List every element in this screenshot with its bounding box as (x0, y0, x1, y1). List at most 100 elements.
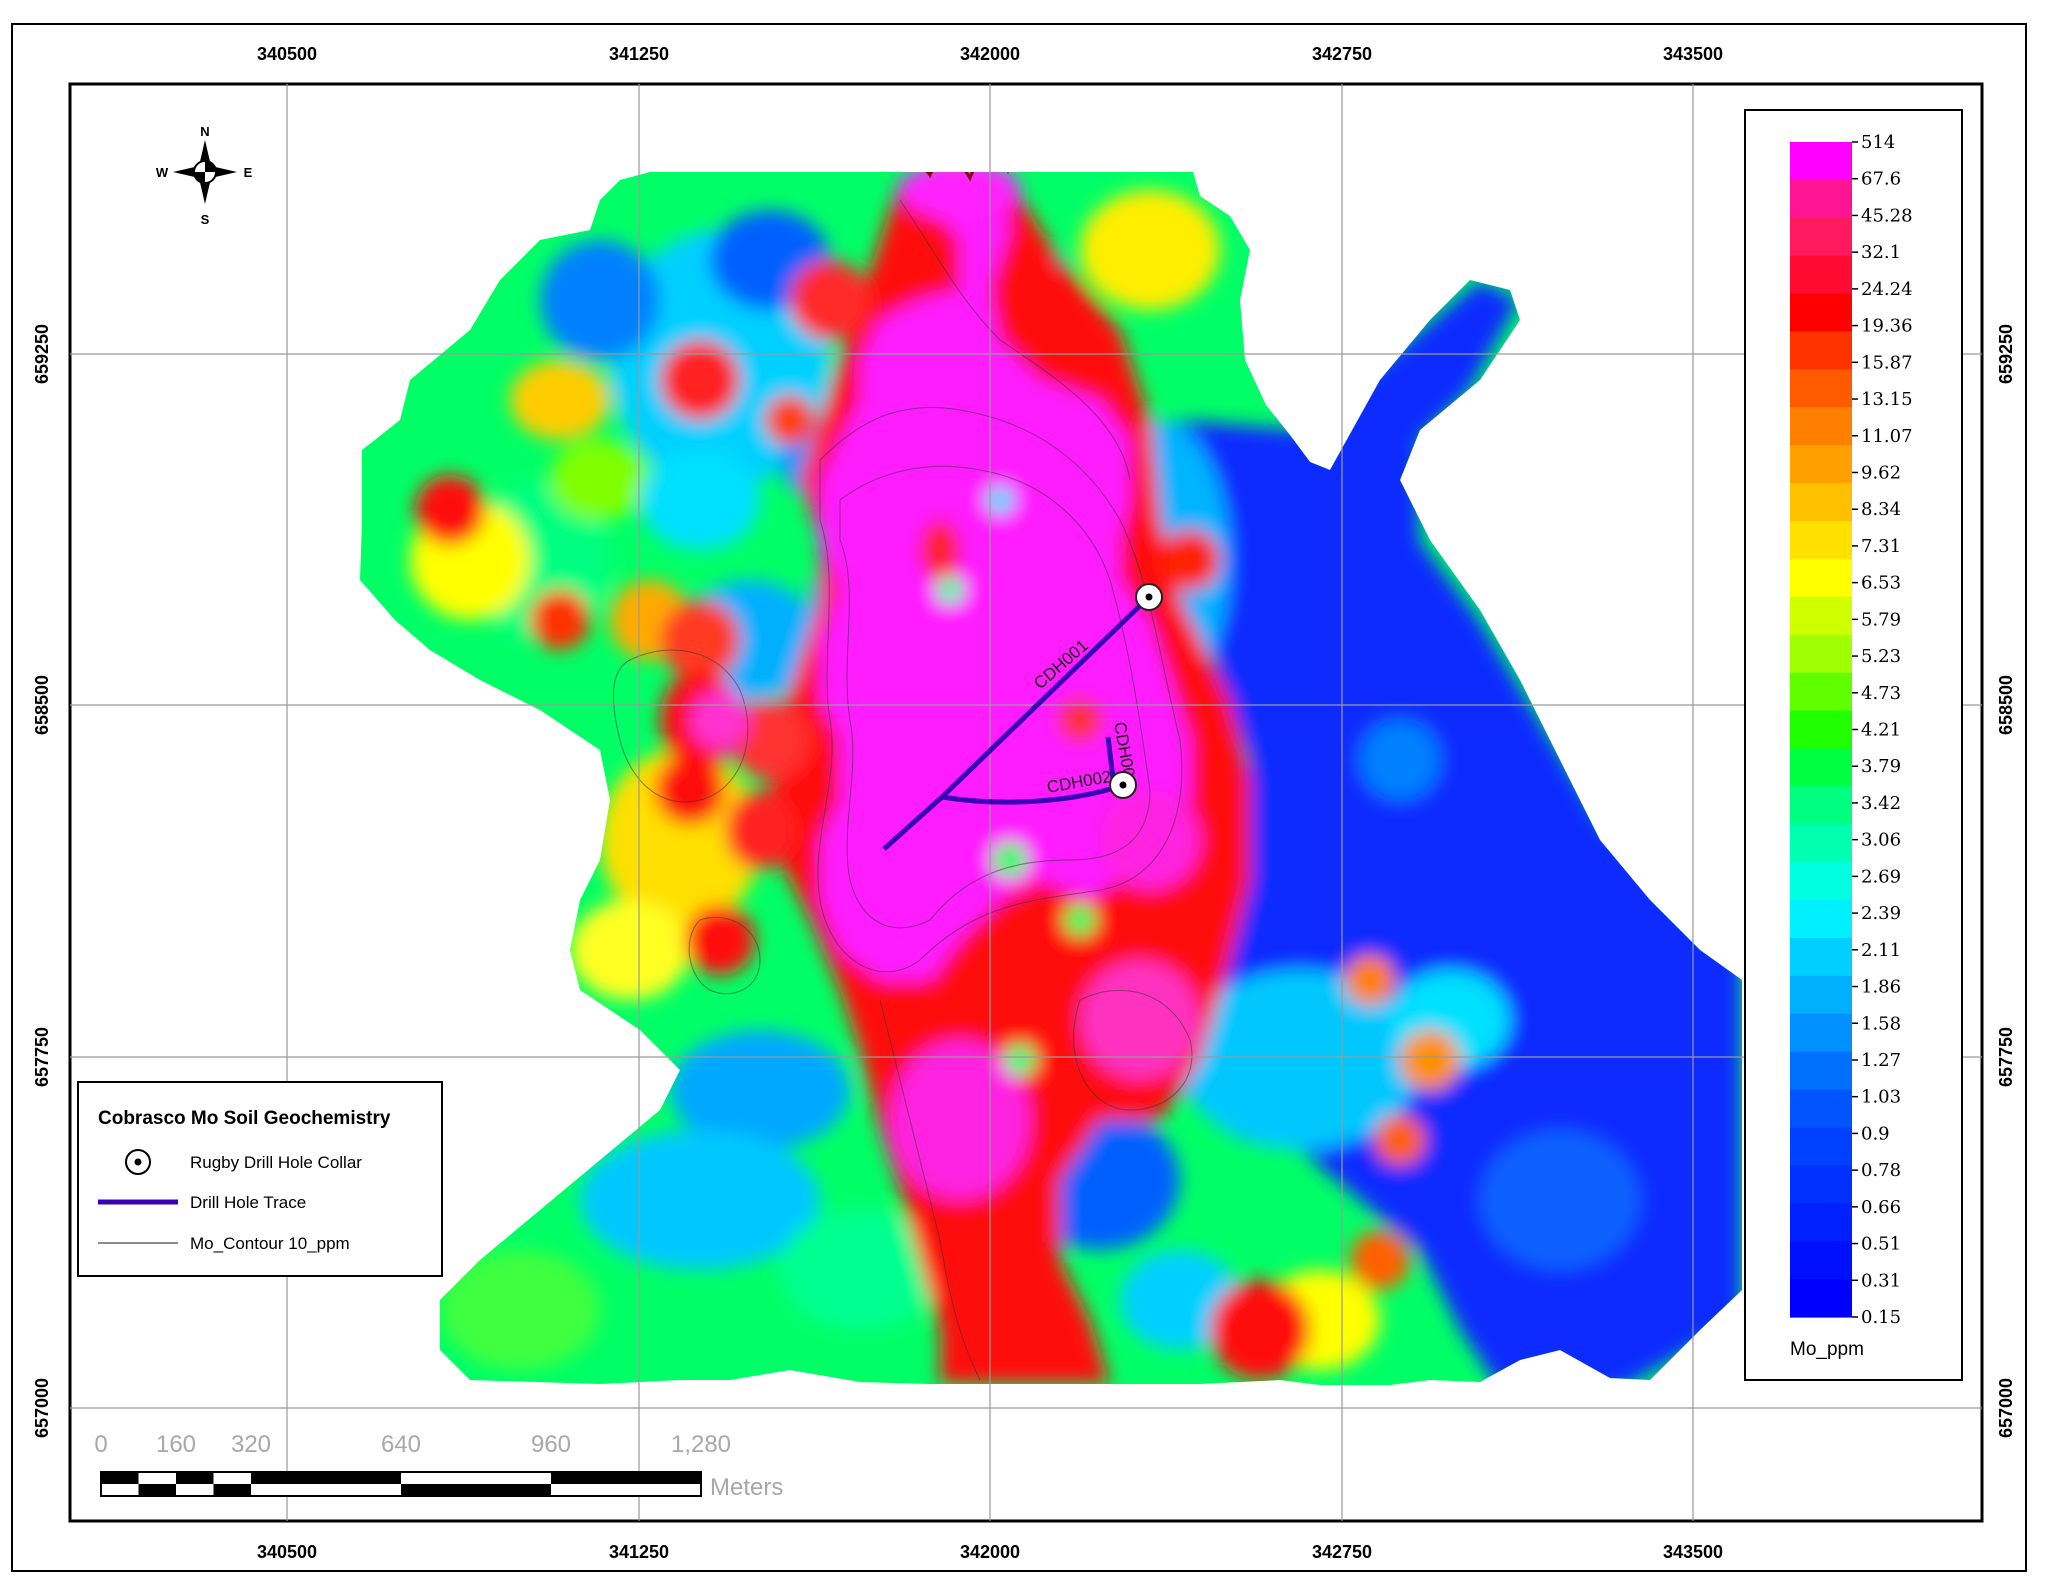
south-label: S (201, 212, 210, 227)
colorbar-tick-label: 3.06 (1861, 830, 1901, 851)
colorbar-swatch (1790, 937, 1852, 977)
colorbar-tick-label: 0.78 (1861, 1160, 1901, 1181)
colorbar-swatch (1790, 672, 1852, 712)
north-arrow-icon: N S E W (156, 124, 253, 227)
colorbar-swatch (1790, 1013, 1852, 1053)
colorbar-swatch (1790, 369, 1852, 408)
northing-label-left: 657750 (32, 1027, 52, 1087)
colorbar-swatch (1790, 862, 1852, 901)
colorbar-swatches (1790, 142, 1852, 1318)
scale-label: 0 (94, 1431, 107, 1458)
legend-item-trace: Drill Hole Trace (190, 1193, 306, 1212)
easting-label-bottom: 340500 (257, 1542, 317, 1562)
colorbar-swatch (1790, 217, 1852, 257)
colorbar-tick-label: 514 (1861, 132, 1895, 153)
colorbar-swatch (1790, 900, 1852, 939)
colorbar-tick-label: 4.21 (1861, 720, 1901, 741)
easting-label-bottom: 343500 (1663, 1542, 1723, 1562)
scale-label: 1,280 (671, 1431, 731, 1458)
colorbar-tick-label: 3.79 (1861, 756, 1901, 777)
colorbar-swatch (1790, 634, 1852, 674)
northing-label-right: 657750 (1996, 1027, 2016, 1087)
colorbar-swatch (1790, 786, 1852, 825)
drill-trace-cdh002 (941, 782, 1124, 805)
colorbar-swatch (1790, 975, 1852, 1015)
colorbar-swatch (1790, 1279, 1852, 1318)
drill-hole-collar (1135, 583, 1163, 611)
colorbar-ticks: 514 67.6 45.28 32.1 24.24 19.36 15.87 13.15 11.0… (1852, 132, 1913, 1328)
northing-label-left: 659250 (32, 324, 52, 384)
colorbar-swatch (1790, 1203, 1852, 1242)
northing-label-left: 657000 (32, 1378, 52, 1438)
northing-label-left: 658500 (32, 675, 52, 735)
scale-label: 640 (381, 1431, 421, 1458)
easting-label-top: 342750 (1312, 44, 1372, 64)
drill-trace-cdh003 (1105, 736, 1116, 779)
colorbar-swatch (1790, 1127, 1852, 1166)
northing-label-right: 658500 (1996, 675, 2016, 735)
colorbar-swatch (1790, 596, 1852, 636)
colorbar-tick-label: 6.53 (1861, 573, 1901, 594)
colorbar-swatch (1790, 1241, 1852, 1280)
colorbar-tick-label: 32.1 (1861, 242, 1901, 263)
easting-label-bottom: 341250 (609, 1542, 669, 1562)
colorbar-tick-label: 5.23 (1861, 646, 1901, 667)
north-label: N (200, 124, 209, 139)
colorbar-swatch (1790, 710, 1852, 750)
scale-unit: Meters (710, 1474, 783, 1501)
easting-label-top: 343500 (1663, 44, 1723, 64)
scale-label: 960 (531, 1431, 571, 1458)
colorbar-swatch (1790, 331, 1852, 371)
east-label: E (244, 165, 253, 180)
colorbar-tick-label: 45.28 (1861, 205, 1913, 226)
colorbar-tick-label: 2.39 (1861, 903, 1901, 924)
colorbar-swatch (1790, 521, 1852, 560)
colorbar-swatch (1790, 407, 1852, 446)
colorbar-swatch (1790, 1165, 1852, 1204)
colorbar-swatch (1790, 1089, 1852, 1129)
easting-label-top: 340500 (257, 44, 317, 64)
collar-symbol-icon (125, 1149, 151, 1175)
drill-hole-collar (1109, 771, 1137, 799)
outer-frame (11, 23, 2027, 1572)
colorbar-tick-label: 8.34 (1861, 499, 1901, 520)
colorbar-tick-label: 1.27 (1861, 1050, 1901, 1071)
colorbar-tick-label: 9.62 (1861, 462, 1901, 483)
easting-label-bottom: 342000 (960, 1542, 1020, 1562)
legend-item-collar: Rugby Drill Hole Collar (190, 1153, 362, 1172)
map-legend: Cobrasco Mo Soil Geochemistry Rugby Dril… (77, 1081, 443, 1277)
coordinate-grid (70, 84, 1982, 1521)
colorbar-tick-label: 1.86 (1861, 977, 1901, 998)
colorbar-tick-label: 19.36 (1861, 316, 1913, 337)
easting-label-top: 342000 (960, 44, 1020, 64)
colorbar-tick-label: 11.07 (1861, 426, 1913, 447)
colorbar-tick-label: 2.11 (1861, 940, 1901, 961)
colorbar-tick-label: 1.58 (1861, 1013, 1901, 1034)
easting-label-top: 341250 (609, 44, 669, 64)
colorbar-title: Mo_ppm (1790, 1339, 1864, 1360)
colorbar-swatch (1790, 445, 1852, 484)
colorbar-swatch (1790, 483, 1852, 522)
colorbar-tick-label: 13.15 (1861, 389, 1913, 410)
scale-label: 160 (156, 1431, 196, 1458)
colorbar-tick-label: 0.15 (1861, 1307, 1901, 1328)
northing-label-right: 659250 (1996, 324, 2016, 384)
scale-bar: 0 160 320 640 960 1,280 Meters (94, 1431, 783, 1501)
colorbar-swatch (1790, 179, 1852, 219)
legend-title: Cobrasco Mo Soil Geochemistry (98, 1108, 391, 1129)
easting-label-bottom: 342750 (1312, 1542, 1372, 1562)
colorbar-swatch (1790, 255, 1852, 295)
scale-label: 320 (231, 1431, 271, 1458)
colorbar-swatch (1790, 558, 1852, 598)
colorbar-tick-label: 24.24 (1861, 279, 1913, 300)
colorbar-tick-label: 7.31 (1861, 536, 1901, 557)
colorbar-tick-label: 0.66 (1861, 1197, 1901, 1218)
colorbar-swatch (1790, 293, 1852, 333)
colorbar-tick-label: 1.03 (1861, 1087, 1901, 1108)
colorbar-tick-label: 3.42 (1861, 793, 1901, 814)
colorbar-legend: 514 67.6 45.28 32.1 24.24 19.36 15.87 13.15 11.0… (1744, 109, 1963, 1381)
colorbar-swatch (1790, 1051, 1852, 1091)
colorbar-tick-label: 0.51 (1861, 1234, 1901, 1255)
colorbar-tick-label: 15.87 (1861, 352, 1913, 373)
colorbar-swatch (1790, 142, 1852, 181)
